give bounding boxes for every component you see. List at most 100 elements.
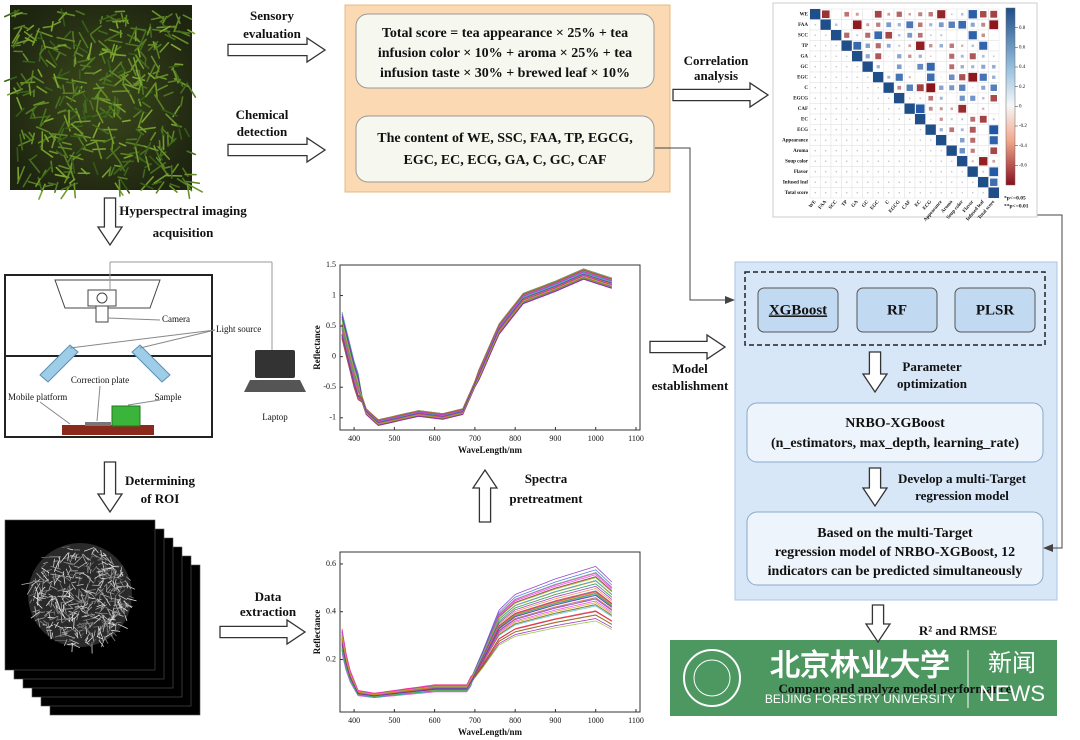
matrix-col-label: C — [885, 200, 891, 206]
step-label: extraction — [240, 604, 297, 619]
roi-leaf — [108, 632, 116, 642]
matrix-diagonal — [852, 51, 863, 62]
tea-leaf — [161, 108, 178, 117]
matrix-dot — [898, 118, 900, 120]
matrix-glyph — [949, 43, 954, 48]
roi-leaf — [126, 598, 137, 602]
roi-leaf — [110, 609, 118, 618]
tea-leaf — [98, 40, 111, 52]
roi-leaf — [121, 602, 127, 606]
roi-leaf — [50, 598, 56, 601]
tea-leaf — [100, 111, 113, 119]
matrix-glyph — [959, 74, 966, 81]
roi-leaf — [93, 630, 96, 637]
step-label: Chemical — [236, 107, 289, 122]
roi-leaf — [111, 607, 115, 615]
matrix-glyph — [950, 107, 954, 111]
y-tick-label: 0.6 — [326, 559, 336, 568]
roi-leaf — [47, 622, 50, 629]
tea-leaf — [15, 107, 25, 117]
roi-leaf — [125, 584, 136, 590]
roi-leaf — [72, 573, 76, 579]
matrix-dot — [825, 192, 827, 194]
matrix-glyph — [971, 44, 974, 47]
roi-leaf — [57, 618, 68, 621]
tea-leaf — [144, 57, 147, 67]
roi-leaf — [100, 636, 106, 648]
matrix-dot — [825, 150, 827, 152]
matrix-glyph — [926, 73, 935, 82]
matrix-dot — [961, 181, 963, 183]
tea-leaf — [58, 95, 65, 107]
flow-arrow — [672, 81, 770, 109]
tea-leaf — [71, 157, 76, 174]
flow-arrow — [471, 468, 499, 523]
roi-leaf — [48, 621, 54, 629]
tea-leaf — [47, 182, 58, 186]
result-text: Based on the multi-Target — [817, 526, 973, 541]
tea-leaf — [13, 34, 20, 46]
matrix-dot — [930, 150, 932, 152]
x-tick-label: 1000 — [588, 434, 604, 443]
tea-leaf — [24, 37, 36, 44]
roi-leaf — [81, 588, 92, 595]
sample — [111, 405, 141, 427]
roi-leaf — [99, 553, 108, 561]
tea-leaf — [58, 71, 71, 78]
roi-leaf — [53, 558, 55, 568]
roi-leaf — [76, 600, 83, 603]
x-tick-label: 900 — [549, 716, 561, 725]
x-tick-label: 1100 — [628, 434, 644, 443]
tea-leaf — [139, 50, 147, 60]
roi-leaf — [89, 550, 95, 561]
flow-arrow — [96, 197, 124, 247]
matrix-dot — [867, 87, 869, 89]
matrix-glyph — [915, 104, 925, 114]
matrix-dot — [877, 160, 879, 162]
matrix-dot — [867, 76, 869, 78]
tea-leaf — [33, 100, 45, 106]
tea-leaf — [20, 75, 35, 86]
watermark-news: 新闻 — [988, 649, 1036, 677]
matrix-diagonal — [946, 145, 957, 156]
matrix-dot — [825, 108, 827, 110]
formula-text: Total score = tea appearance × 25% + tea — [382, 26, 628, 41]
step-label: regression model — [915, 488, 1009, 503]
matrix-dot — [825, 139, 827, 141]
matrix-glyph — [948, 21, 955, 28]
step-label: Develop a multi-Target — [898, 471, 1027, 486]
roi-leaf — [50, 632, 54, 640]
roi-leaf — [36, 599, 41, 603]
tea-leaf — [11, 11, 23, 17]
tea-leaf — [111, 44, 118, 63]
tea-leaf — [61, 141, 72, 146]
matrix-diagonal — [988, 187, 999, 198]
roi-leaf — [100, 603, 105, 610]
matrix-glyph — [896, 11, 902, 17]
roi-leaf — [93, 614, 100, 619]
tea-leaf — [137, 112, 144, 129]
matrix-glyph — [898, 34, 901, 37]
matrix-dot — [877, 97, 879, 99]
connector — [1037, 214, 1063, 549]
matrix-dot — [919, 150, 921, 152]
tea-leaf — [165, 113, 178, 126]
matrix-dot — [814, 160, 816, 162]
roi-leaf — [48, 628, 54, 639]
matrix-dot — [825, 55, 827, 57]
roi-leaf — [94, 612, 102, 614]
roi-leaf — [60, 602, 63, 614]
tea-leaf — [164, 174, 183, 177]
tea-leaf — [155, 150, 163, 161]
flow-arrow — [219, 618, 307, 646]
setup-label: Light source — [216, 324, 261, 334]
x-tick-label: 900 — [549, 434, 561, 443]
tea-leaf — [57, 146, 73, 150]
tea-leaf — [58, 164, 70, 170]
matrix-glyph — [876, 65, 880, 69]
tea-leaf — [186, 182, 191, 200]
matrix-diagonal — [904, 103, 915, 114]
roi-leaf — [73, 602, 78, 606]
matrix-col-label: WE — [808, 199, 818, 209]
tea-leaf — [57, 109, 67, 114]
